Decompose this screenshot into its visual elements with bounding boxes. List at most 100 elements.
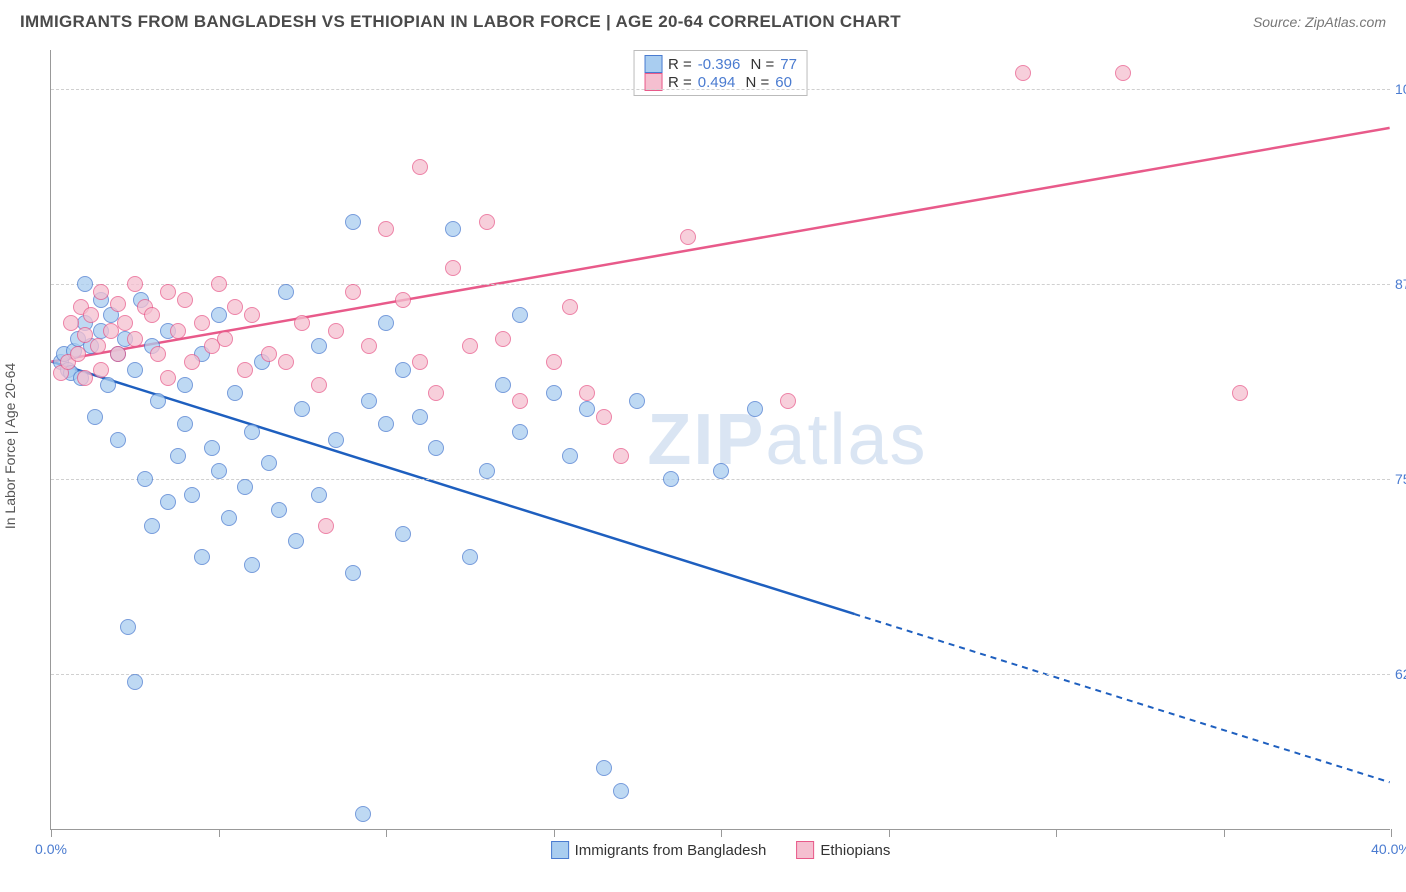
scatter-point xyxy=(150,346,166,362)
chart-plot-area: ZIPatlas R = -0.396 N = 77 R = 0.494 N =… xyxy=(50,50,1390,830)
scatter-point xyxy=(100,377,116,393)
scatter-point xyxy=(546,385,562,401)
scatter-point xyxy=(77,327,93,343)
x-tick-label-max: 40.0% xyxy=(1371,841,1406,857)
scatter-point xyxy=(278,284,294,300)
scatter-point xyxy=(261,346,277,362)
scatter-point xyxy=(345,565,361,581)
scatter-point xyxy=(184,354,200,370)
scatter-point xyxy=(412,409,428,425)
x-tick xyxy=(554,829,555,837)
scatter-point xyxy=(395,526,411,542)
scatter-point xyxy=(211,463,227,479)
scatter-point xyxy=(546,354,562,370)
scatter-point xyxy=(184,487,200,503)
scatter-point xyxy=(345,214,361,230)
scatter-point xyxy=(294,315,310,331)
scatter-point xyxy=(217,331,233,347)
scatter-point xyxy=(663,471,679,487)
scatter-point xyxy=(170,323,186,339)
scatter-point xyxy=(127,331,143,347)
scatter-point xyxy=(311,487,327,503)
scatter-point xyxy=(288,533,304,549)
x-tick xyxy=(1224,829,1225,837)
scatter-point xyxy=(144,307,160,323)
scatter-point xyxy=(144,518,160,534)
legend-item-0: Immigrants from Bangladesh xyxy=(551,841,767,859)
legend-swatch-0 xyxy=(551,841,569,859)
y-tick-label: 75.0% xyxy=(1395,471,1406,487)
source-attribution: Source: ZipAtlas.com xyxy=(1253,14,1386,30)
scatter-point xyxy=(713,463,729,479)
scatter-point xyxy=(378,221,394,237)
scatter-point xyxy=(110,346,126,362)
scatter-point xyxy=(378,315,394,331)
scatter-point xyxy=(177,292,193,308)
scatter-point xyxy=(237,362,253,378)
y-tick-label: 100.0% xyxy=(1395,81,1406,97)
scatter-point xyxy=(117,315,133,331)
scatter-point xyxy=(177,377,193,393)
scatter-point xyxy=(562,299,578,315)
scatter-point xyxy=(137,471,153,487)
x-tick xyxy=(51,829,52,837)
watermark: ZIPatlas xyxy=(647,399,927,481)
scatter-point xyxy=(495,331,511,347)
scatter-point xyxy=(271,502,287,518)
scatter-point xyxy=(110,296,126,312)
scatter-point xyxy=(77,370,93,386)
scatter-point xyxy=(77,276,93,292)
scatter-point xyxy=(512,307,528,323)
scatter-point xyxy=(204,440,220,456)
scatter-point xyxy=(160,284,176,300)
scatter-point xyxy=(244,557,260,573)
scatter-point xyxy=(562,448,578,464)
scatter-point xyxy=(63,315,79,331)
scatter-point xyxy=(93,362,109,378)
scatter-point xyxy=(261,455,277,471)
scatter-point xyxy=(428,440,444,456)
scatter-point xyxy=(120,619,136,635)
swatch-series-0 xyxy=(644,55,662,73)
scatter-point xyxy=(237,479,253,495)
series-legend: Immigrants from Bangladesh Ethiopians xyxy=(551,841,891,859)
scatter-point xyxy=(278,354,294,370)
x-tick-label-min: 0.0% xyxy=(35,841,67,857)
scatter-point xyxy=(110,432,126,448)
scatter-point xyxy=(311,377,327,393)
scatter-point xyxy=(211,276,227,292)
scatter-point xyxy=(479,463,495,479)
scatter-point xyxy=(462,338,478,354)
y-tick-label: 87.5% xyxy=(1395,276,1406,292)
x-tick xyxy=(1391,829,1392,837)
scatter-point xyxy=(412,159,428,175)
y-axis-label: In Labor Force | Age 20-64 xyxy=(2,363,18,529)
scatter-point xyxy=(177,416,193,432)
scatter-point xyxy=(127,674,143,690)
legend-item-1: Ethiopians xyxy=(796,841,890,859)
scatter-point xyxy=(361,338,377,354)
scatter-point xyxy=(127,362,143,378)
scatter-point xyxy=(83,307,99,323)
x-tick xyxy=(219,829,220,837)
scatter-point xyxy=(1232,385,1248,401)
x-tick xyxy=(721,829,722,837)
chart-title: IMMIGRANTS FROM BANGLADESH VS ETHIOPIAN … xyxy=(20,12,901,32)
scatter-point xyxy=(395,292,411,308)
scatter-point xyxy=(221,510,237,526)
gridline xyxy=(51,89,1390,90)
scatter-point xyxy=(445,221,461,237)
scatter-point xyxy=(318,518,334,534)
scatter-point xyxy=(613,783,629,799)
scatter-point xyxy=(579,401,595,417)
scatter-point xyxy=(495,377,511,393)
gridline xyxy=(51,674,1390,675)
scatter-point xyxy=(211,307,227,323)
scatter-point xyxy=(1115,65,1131,81)
y-tick-label: 62.5% xyxy=(1395,666,1406,682)
scatter-point xyxy=(579,385,595,401)
stats-row-series-0: R = -0.396 N = 77 xyxy=(644,55,797,73)
scatter-point xyxy=(355,806,371,822)
scatter-point xyxy=(244,307,260,323)
scatter-point xyxy=(412,354,428,370)
